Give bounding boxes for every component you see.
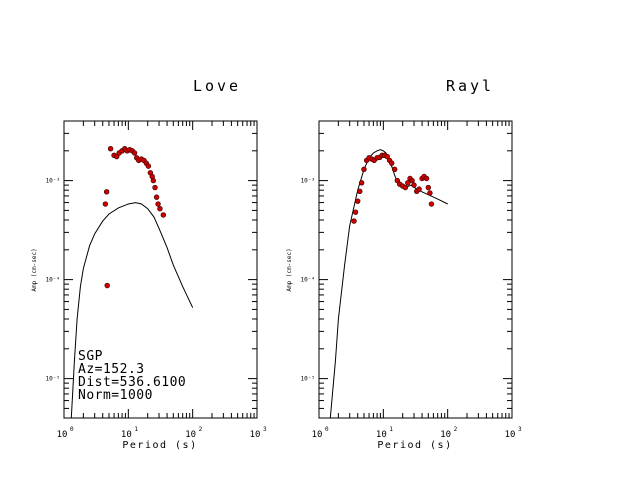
observed-point (107, 146, 114, 152)
rayl-observed-points (351, 152, 435, 224)
station-info: SGP Az=152.3 Dist=536.6100 Norm=1000 (78, 349, 186, 403)
x-tick-label-exponent: 3 (518, 426, 522, 433)
observed-point (384, 153, 390, 160)
x-tick-label: 101 (376, 426, 393, 440)
love-synthetic-curve (70, 202, 194, 419)
y-tick-label: 10⁻⁵ (301, 376, 315, 383)
x-tick-label: 103 (505, 426, 522, 440)
station-distance: Dist=536.6100 (78, 375, 186, 390)
love-observed-points (102, 146, 167, 289)
observed-point (351, 218, 357, 224)
rayl-panel-title: Rayl (446, 77, 494, 95)
x-tick-label: 100 (312, 426, 329, 440)
observed-point (425, 184, 432, 191)
x-tick-label-exponent: 3 (263, 426, 267, 433)
observed-point (155, 201, 161, 207)
observed-point (405, 180, 411, 186)
x-tick-label-exponent: 1 (134, 426, 138, 433)
station-azimuth: Az=152.3 (78, 362, 145, 377)
x-tick-label-exponent: 2 (454, 426, 458, 433)
x-tick-label-base: 10 (376, 430, 387, 440)
x-tick-label-base: 10 (121, 430, 132, 440)
rayl-y-axis-label: Amp (cm-sec) (286, 248, 293, 291)
observed-point (402, 184, 409, 191)
observed-point (409, 177, 415, 184)
x-tick-label-exponent: 2 (199, 426, 203, 433)
love-panel-title: Love (193, 77, 241, 95)
observed-point (423, 175, 430, 182)
x-tick-label-base: 10 (57, 430, 68, 440)
observed-point (361, 166, 367, 173)
x-tick-label: 102 (185, 426, 202, 440)
observed-point (103, 189, 110, 195)
observed-point (160, 212, 167, 218)
love-y-axis-label: Amp (cm-sec) (31, 248, 38, 291)
x-tick-label-base: 10 (185, 430, 196, 440)
love-plot-frame (63, 120, 258, 419)
observed-point (411, 182, 417, 188)
observed-point (416, 186, 422, 192)
x-tick-label: 103 (250, 426, 267, 440)
normalization: Norm=1000 (78, 388, 153, 403)
rayl-x-axis-label: Period (s) (377, 440, 452, 451)
observed-point (352, 209, 359, 215)
y-tick-label: 10⁻³ (46, 178, 60, 185)
observed-point (428, 201, 435, 207)
observed-point (391, 166, 398, 173)
observed-point (389, 160, 395, 166)
x-tick-label: 100 (57, 426, 74, 440)
x-tick-label-base: 10 (505, 430, 516, 440)
y-tick-label: 10⁻⁵ (46, 376, 60, 383)
x-tick-label: 102 (440, 426, 457, 440)
rayl-y-tick-labels: 10⁻³ 10⁻⁴ 10⁻⁵ (301, 178, 315, 383)
observed-point (357, 188, 363, 194)
x-tick-label-exponent: 0 (325, 426, 329, 433)
love-x-axis-label: Period (s) (122, 440, 197, 451)
observed-point (102, 201, 109, 207)
observed-point (152, 184, 158, 191)
x-tick-label-exponent: 1 (389, 426, 393, 433)
observed-point (104, 282, 110, 289)
observed-point (131, 150, 138, 156)
observed-point (145, 163, 152, 169)
observed-point (157, 206, 163, 212)
y-tick-label: 10⁻³ (301, 178, 315, 185)
observed-point (153, 194, 160, 200)
rayl-axis-ticks (318, 120, 513, 419)
y-tick-label: 10⁻⁴ (301, 277, 315, 284)
x-tick-label-base: 10 (440, 430, 451, 440)
observed-point (358, 180, 365, 186)
station-code: SGP (78, 349, 103, 364)
x-tick-label-base: 10 (312, 430, 323, 440)
love-y-tick-labels: 10⁻³ 10⁻⁴ 10⁻⁵ (46, 178, 60, 383)
x-tick-label-exponent: 0 (70, 426, 74, 433)
observed-point (427, 190, 433, 196)
x-tick-label-base: 10 (250, 430, 261, 440)
x-tick-label: 101 (121, 426, 138, 440)
observed-point (150, 177, 157, 184)
rayl-plot-frame (318, 120, 513, 419)
observed-point (355, 198, 361, 204)
y-tick-label: 10⁻⁴ (46, 277, 60, 284)
